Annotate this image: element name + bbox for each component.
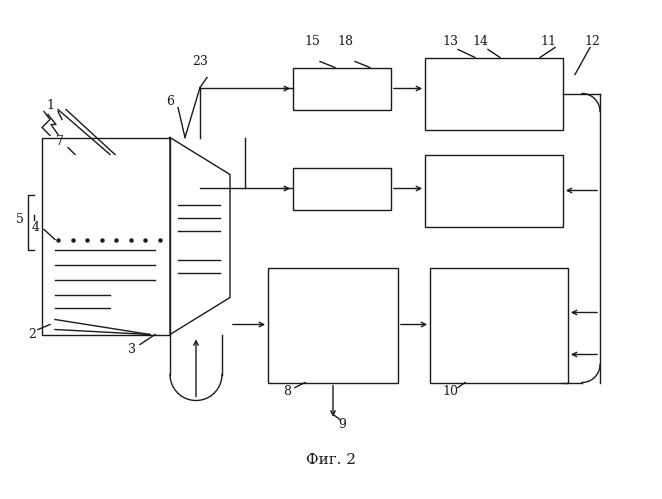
Text: 13: 13 <box>442 35 458 48</box>
Text: 23: 23 <box>192 55 208 68</box>
Text: 15: 15 <box>304 35 320 48</box>
Text: 3: 3 <box>128 343 136 356</box>
Text: 8: 8 <box>283 385 291 398</box>
Text: 6: 6 <box>166 95 174 108</box>
Bar <box>430 267 568 383</box>
Text: 14: 14 <box>472 35 488 48</box>
Text: 18: 18 <box>337 35 353 48</box>
Bar <box>293 168 391 210</box>
Text: 4: 4 <box>32 221 40 234</box>
Text: 12: 12 <box>584 35 600 48</box>
Text: 9: 9 <box>338 418 346 431</box>
Text: 1: 1 <box>46 99 54 112</box>
Text: 2: 2 <box>28 328 36 341</box>
Bar <box>425 57 563 130</box>
Bar <box>268 267 398 383</box>
Text: 7: 7 <box>56 135 64 148</box>
Text: 5: 5 <box>16 213 24 226</box>
Bar <box>42 138 170 334</box>
Text: 10: 10 <box>442 385 458 398</box>
Bar <box>293 67 391 109</box>
Text: Фиг. 2: Фиг. 2 <box>306 453 356 467</box>
Text: 11: 11 <box>540 35 556 48</box>
Bar <box>425 155 563 227</box>
